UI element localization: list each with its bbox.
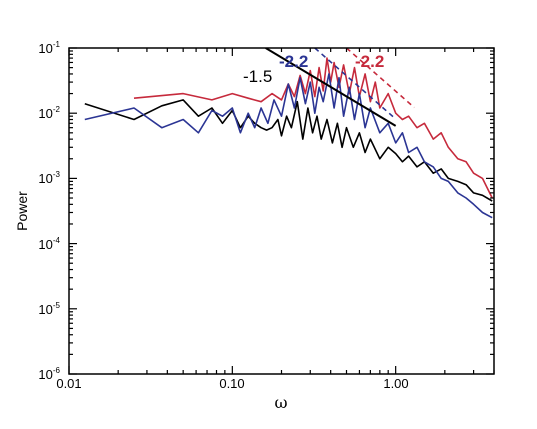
slope-label-red: -2.2 [355,52,384,71]
x-tick-label-2: 1.00 [383,376,408,391]
plot-lines [84,57,493,219]
y-tick-label-3: 10-3 [38,170,60,186]
slope-label-black: -1.5 [243,67,272,86]
x-tick-label-1: 0.10 [219,376,244,391]
y-tick-label-0: 10-6 [38,366,60,382]
power-law-fits [265,48,415,127]
x-tick-label-0: 0.01 [56,376,81,391]
power-law-line-0 [265,48,397,127]
series-line-0 [84,99,493,202]
power-law-line-2 [345,48,415,109]
y-tick-label-2: 10-4 [38,236,60,252]
x-axis-label: ω [274,393,287,412]
series-line-2 [84,73,493,219]
series-line-1 [133,57,493,199]
y-tick-label-5: 10-1 [38,40,60,56]
y-tick-label-1: 10-5 [38,301,60,317]
y-axis-label: Power [14,191,30,231]
slope-label-blue: -2.2 [279,52,308,71]
y-tick-label-4: 10-2 [38,105,60,121]
axis-ticks [68,47,495,375]
plot-frame [68,47,495,375]
